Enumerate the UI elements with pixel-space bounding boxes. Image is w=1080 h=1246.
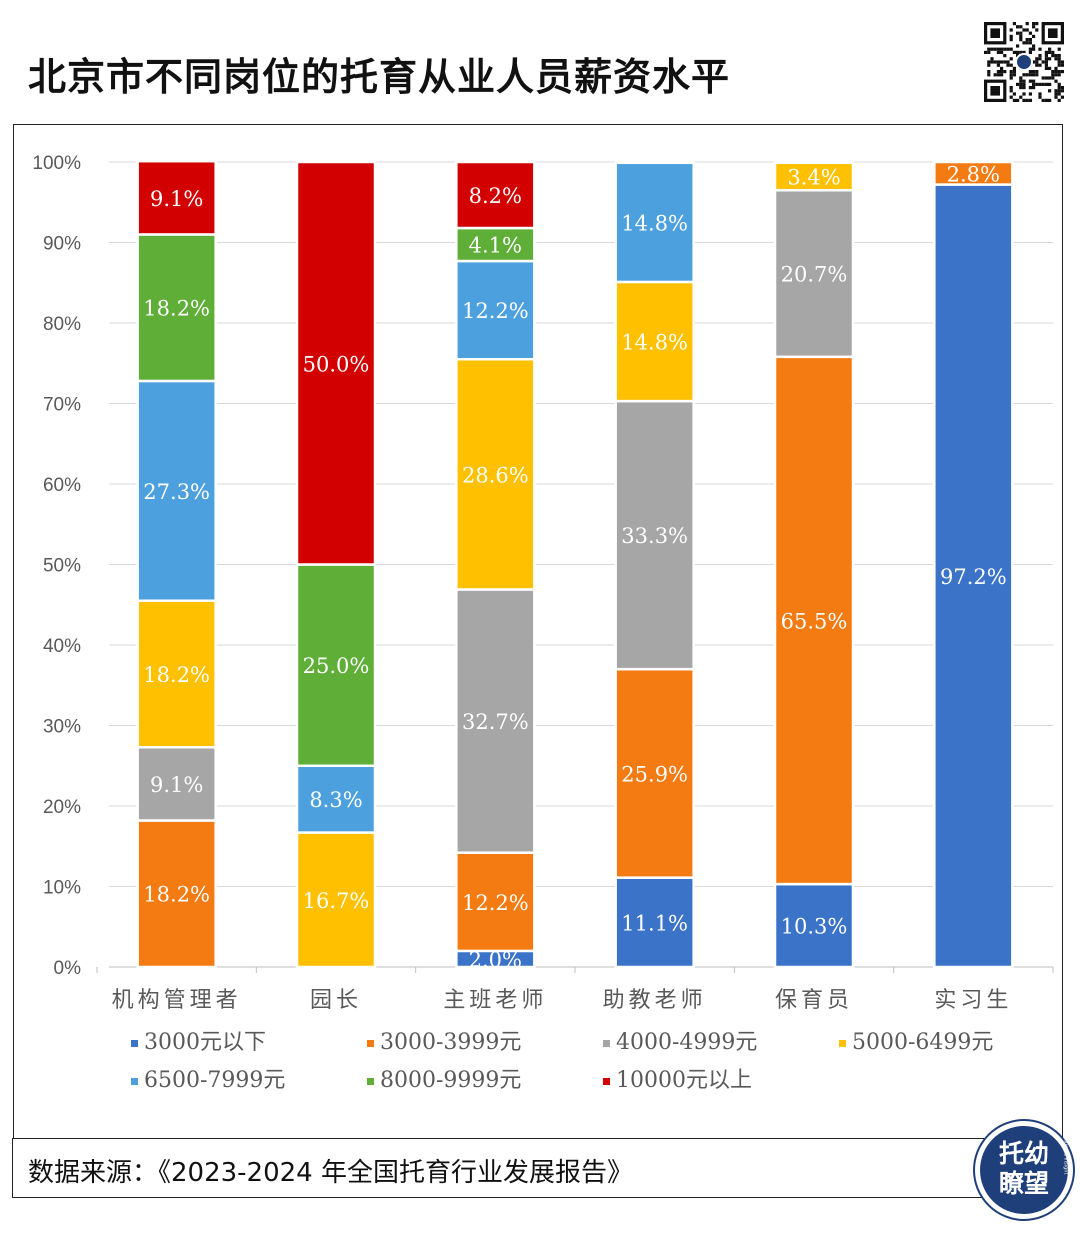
data-label: 20.7% (781, 262, 848, 286)
data-label: 25.0% (303, 654, 370, 678)
legend-swatch (131, 1040, 138, 1047)
y-tick-label: 50% (43, 556, 81, 577)
legend-label: 5000-6499元 (852, 1030, 993, 1055)
legend-label: 8000-9999元 (380, 1068, 521, 1093)
data-label: 14.8% (621, 331, 688, 355)
legend-swatch (367, 1078, 374, 1085)
bar-segment (136, 819, 217, 969)
data-label: 10.3% (781, 915, 848, 939)
bar-segment (295, 563, 377, 767)
bar-segment (295, 764, 377, 834)
data-label: 14.8% (621, 211, 688, 235)
qr-code-icon (984, 22, 1064, 102)
data-label: 9.1% (150, 773, 203, 797)
data-label: 65.5% (781, 609, 848, 633)
legend-swatch (603, 1078, 610, 1085)
data-label: 25.9% (621, 762, 688, 786)
bar-segment (614, 161, 695, 284)
source-text: 数据来源：《2023-2024 年全国托育行业发展报告》 (28, 1158, 633, 1188)
data-label: 27.3% (143, 480, 210, 504)
legend-swatch (603, 1040, 610, 1047)
bar-segment (136, 159, 217, 236)
data-label: 18.2% (143, 663, 210, 687)
data-label: 97.2% (940, 565, 1007, 589)
data-label: 28.6% (462, 463, 529, 487)
y-tick-label: 80% (43, 314, 81, 335)
bar-segment (773, 161, 855, 192)
legend-label: 4000-4999元 (616, 1030, 757, 1055)
bar-segment (455, 357, 536, 591)
bar-segment (136, 379, 217, 602)
data-label: 3.4% (787, 165, 840, 189)
data-label: 18.2% (143, 297, 210, 321)
data-label: 12.2% (462, 891, 529, 915)
data-label: 33.3% (621, 524, 688, 548)
data-label: 12.2% (462, 299, 529, 323)
x-tick-label: 保育员 (775, 988, 853, 1013)
bar-segment (136, 233, 217, 383)
y-tick-label: 90% (43, 234, 81, 255)
source-box (12, 1138, 1062, 1198)
y-tick-label: 10% (43, 878, 81, 899)
page-title: 北京市不同岗位的托育从业人员薪资水平 (28, 55, 731, 99)
y-tick-label: 100% (32, 153, 81, 174)
legend-label: 3000-3999元 (380, 1030, 521, 1055)
y-tick-label: 60% (43, 475, 81, 496)
bar-segment (933, 160, 1014, 186)
legend-swatch (131, 1078, 138, 1085)
bar-segment (136, 745, 217, 822)
data-label: 50.0% (303, 352, 370, 376)
legend-label: 3000元以下 (144, 1030, 266, 1055)
legend-label: 10000元以上 (616, 1068, 752, 1093)
y-tick-label: 0% (54, 958, 82, 979)
x-tick-label: 助教老师 (603, 988, 707, 1013)
y-tick-label: 40% (43, 636, 81, 657)
legend-label: 6500-7999元 (144, 1068, 285, 1093)
bar-segment (773, 188, 855, 359)
data-label: 9.1% (150, 187, 203, 211)
bar-segment (295, 160, 377, 566)
logo-subtitle: Educare Insight (1062, 1135, 1069, 1175)
y-tick-label: 20% (43, 797, 81, 818)
data-label: 2.8% (947, 162, 1000, 186)
x-tick-label: 主班老师 (443, 988, 547, 1013)
bar-segment (773, 882, 855, 969)
logo-line-2: 瞭望 (998, 1169, 1049, 1198)
y-tick-label: 70% (43, 395, 81, 416)
bar-segment (614, 399, 695, 671)
data-label: 8.2% (469, 184, 522, 208)
bar-segment (614, 280, 695, 403)
data-label: 4.1% (469, 234, 522, 258)
y-tick-label: 30% (43, 717, 81, 738)
x-tick-label: 园长 (310, 988, 362, 1013)
bar-segment (455, 226, 536, 263)
data-label: 18.2% (143, 883, 210, 907)
data-label: 32.7% (462, 710, 529, 734)
stacked-bar-chart: 0% 10% 20% 30% 40% 50% 60% 70% 80% 90% 100% 18.2% 9.… (32, 153, 1054, 1093)
x-tick-label: 实习生 (934, 988, 1012, 1013)
bar-segment (773, 355, 855, 886)
data-label: 11.1% (621, 911, 688, 935)
x-tick-label: 机构管理者 (112, 988, 242, 1013)
legend-swatch (839, 1040, 846, 1047)
data-label: 8.3% (309, 788, 362, 812)
legend-swatch (367, 1040, 374, 1047)
brand-logo: 托幼 瞭望 Educare Insight (972, 1118, 1076, 1222)
bar-segment (614, 667, 695, 879)
logo-badge-icon (973, 1119, 1075, 1221)
data-label: 16.7% (303, 889, 370, 913)
bar-segment (455, 160, 536, 230)
logo-line-1: 托幼 (998, 1139, 1049, 1168)
